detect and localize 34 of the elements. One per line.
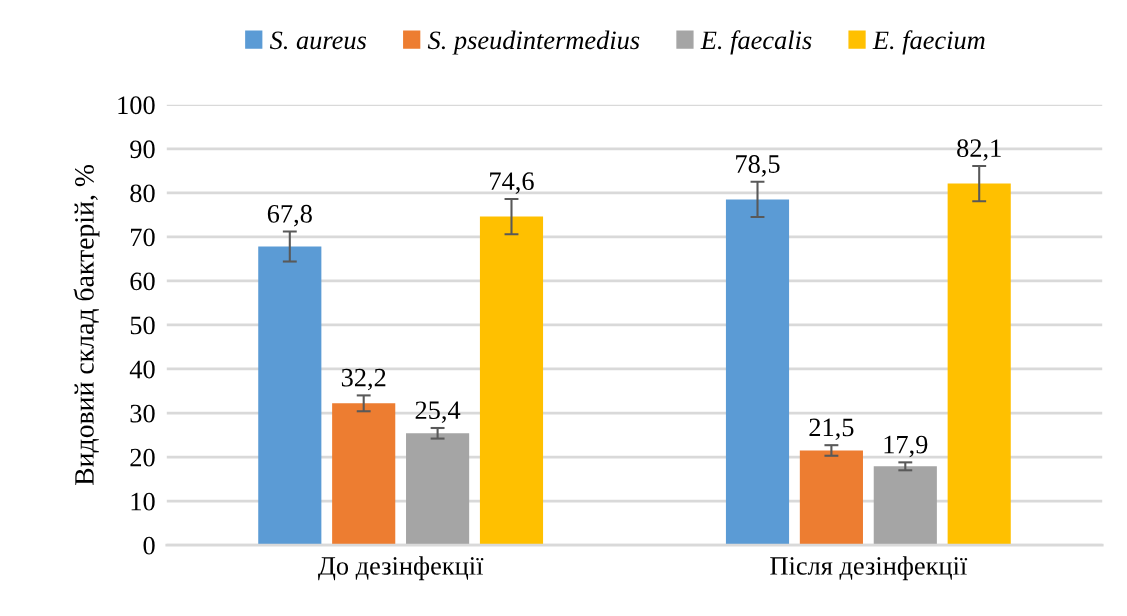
x-tick-label: Після дезінфекції xyxy=(770,556,968,581)
bar xyxy=(479,216,544,546)
data-label: 32,2 xyxy=(341,368,386,391)
legend-label: E. faecium xyxy=(872,30,985,55)
y-tick-label: 80 xyxy=(130,184,155,203)
y-tick-label: 90 xyxy=(130,140,155,159)
data-label: 21,5 xyxy=(809,418,854,441)
data-label: 74,6 xyxy=(490,172,534,194)
y-axis-title: Видовий склад бактерій, % xyxy=(73,164,100,486)
y-tick-label: 50 xyxy=(130,316,155,335)
data-label: 67,8 xyxy=(267,204,312,227)
legend-label: S. pseudintermedius xyxy=(427,30,640,55)
bar xyxy=(873,466,937,546)
legend-label: S. aureus xyxy=(269,31,367,50)
y-tick-label: 20 xyxy=(130,448,155,467)
y-tick-label: 0 xyxy=(143,536,155,555)
legend-label: E. faecalis xyxy=(700,30,812,55)
bar xyxy=(799,450,863,546)
y-tick-label: 10 xyxy=(131,492,155,511)
data-label: 25,4 xyxy=(415,401,461,423)
y-tick-label: 30 xyxy=(130,404,155,423)
y-tick-label: 40 xyxy=(129,360,155,379)
bar xyxy=(725,199,790,546)
y-tick-label: 60 xyxy=(130,272,155,291)
bar xyxy=(258,246,322,546)
bar xyxy=(406,433,470,546)
data-label: 82,1 xyxy=(957,139,1001,161)
data-label: 17,9 xyxy=(884,435,928,458)
bar xyxy=(332,403,396,546)
y-tick-label: 70 xyxy=(131,228,155,247)
data-label: 78,5 xyxy=(736,155,780,177)
x-tick-label: До дезінфекції xyxy=(318,556,484,581)
bar xyxy=(947,183,1011,546)
y-tick-label: 100 xyxy=(118,96,155,115)
